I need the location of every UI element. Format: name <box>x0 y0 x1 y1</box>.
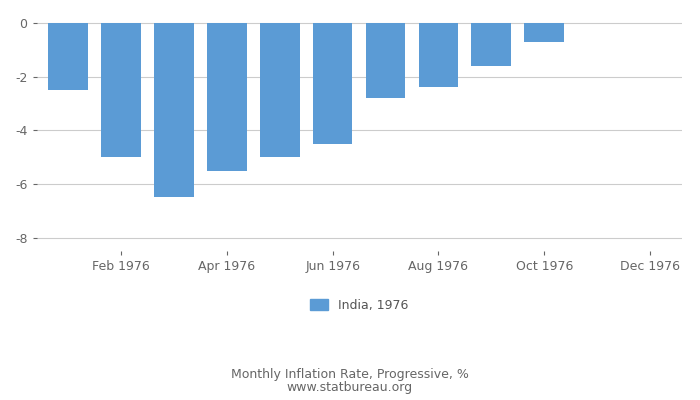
Bar <box>48 23 88 90</box>
Text: www.statbureau.org: www.statbureau.org <box>287 381 413 394</box>
Bar <box>472 23 511 66</box>
Bar <box>524 23 564 42</box>
Bar <box>419 23 458 88</box>
Bar <box>313 23 353 144</box>
Bar <box>365 23 405 98</box>
Bar <box>154 23 194 198</box>
Legend: India, 1976: India, 1976 <box>303 293 415 318</box>
Bar <box>102 23 141 157</box>
Bar <box>207 23 246 170</box>
Bar <box>260 23 300 157</box>
Text: Monthly Inflation Rate, Progressive, %: Monthly Inflation Rate, Progressive, % <box>231 368 469 381</box>
